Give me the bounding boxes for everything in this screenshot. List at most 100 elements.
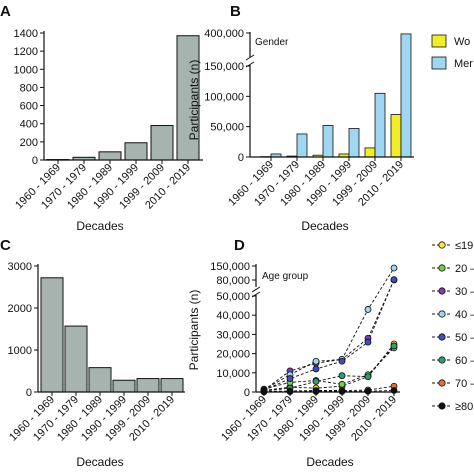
point-d-40-2010-2019: [390, 264, 398, 272]
point-d-60-1990-1999: [338, 372, 346, 380]
line-d-60: [263, 345, 395, 392]
point-d-60-2010-2019: [390, 342, 398, 350]
bar-c-1960-1969: [40, 277, 64, 393]
bar-a-1999-2009: [150, 125, 174, 161]
annotation-d: Age group: [262, 271, 309, 282]
ytick-label-b: 50,000: [210, 122, 244, 134]
bar-b-mer-1990-1999: [348, 128, 360, 158]
ytick-label-a: 800: [20, 82, 38, 94]
ytick-label-d: 20,000: [216, 349, 250, 361]
ytick-label-a: 1400: [14, 28, 38, 40]
x-axis-title-b: Decades: [301, 219, 348, 233]
line-d-19: [263, 343, 395, 391]
legend-label-d-30: 30 –: [455, 286, 474, 298]
legend-marker-d-80: [438, 402, 446, 410]
ytick-label-c: 0: [26, 387, 32, 399]
legend-label-b-mer: Mer: [454, 58, 473, 70]
ytick-label-d: 40,000: [216, 310, 250, 322]
ytick-label-a: 1200: [14, 46, 38, 58]
point-d-50-1999-2009: [364, 338, 372, 346]
ytick-label-d: 30,000: [216, 329, 250, 341]
panel-d: D 0 10,000 20,000 30,000 40,000 50,000 80,000 15…: [187, 237, 474, 469]
ytick-label-b: 100,000: [204, 91, 244, 103]
bar-c-1980-1989: [88, 367, 112, 393]
point-d-20-1990-1999: [338, 380, 346, 388]
ytick-label-c: 3000: [8, 261, 32, 273]
y-axis-title-b: Participants (n): [187, 60, 201, 141]
legend-label-d-50: 50 –: [455, 332, 474, 344]
bar-a-1990-1999: [124, 142, 148, 161]
line-d-20: [263, 347, 395, 390]
legend-marker-d-19: [438, 241, 446, 249]
ytick-label-d: 80,000: [216, 275, 250, 287]
legend-label-b-wo: Wo: [454, 36, 470, 48]
ytick-label-a: 1000: [14, 64, 38, 76]
bar-c-1999-2009: [136, 378, 160, 393]
legend-label-d-19: ≤19: [455, 240, 473, 252]
bar-a-1980-1989: [98, 151, 122, 161]
legend-marker-d-40: [438, 310, 446, 318]
bar-b-wo-2010-2019: [390, 114, 402, 158]
point-d-40-1980-1989: [312, 357, 320, 365]
ytick-label-a: 200: [20, 137, 38, 149]
x-axis-title-d: Decades: [306, 455, 353, 469]
ytick-label-a: 400: [20, 119, 38, 131]
line-d-50: [263, 279, 395, 391]
bar-c-2010-2019: [160, 378, 184, 393]
ytick-label-b: 400,000: [204, 28, 244, 40]
line-d-70: [263, 385, 395, 393]
point-d-60-1999-2009: [364, 373, 372, 381]
ytick-label-d: 0: [244, 387, 250, 399]
bar-b-wo-1999-2009: [364, 147, 376, 158]
ytick-label-c: 2000: [8, 303, 32, 315]
point-d-50-1980-1989: [312, 365, 320, 373]
legend-swatch-b-wo: [431, 34, 447, 48]
legend-label-d-80: ≥80: [455, 401, 473, 413]
ytick-label-d: 150,000: [210, 261, 250, 273]
ytick-label-d: 10,000: [216, 368, 250, 380]
legend-marker-d-30: [438, 287, 446, 295]
x-axis-title-a: Decades: [76, 219, 123, 233]
axis-break-d-1: [251, 286, 261, 293]
bar-c-1990-1999: [112, 379, 136, 393]
point-d-50-2010-2019: [390, 276, 398, 284]
bar-b-mer-1999-2009: [374, 92, 386, 158]
axis-break-b-1: [245, 54, 255, 61]
bar-b-mer-2010-2019: [400, 33, 412, 158]
bar-b-mer-1980-1989: [322, 125, 334, 158]
ytick-label-d: 50,000: [216, 291, 250, 303]
legend-marker-d-60: [438, 356, 446, 364]
ytick-label-b: 150,000: [204, 61, 244, 73]
legend-label-d-70: 70 –: [455, 378, 474, 390]
bar-c-1970-1979: [64, 325, 88, 393]
line-d-80: [263, 390, 395, 393]
panel-letter-c: C: [0, 237, 11, 254]
ytick-label-a: 0: [32, 155, 38, 167]
ytick-label-b: 0: [238, 152, 244, 164]
legend-label-d-60: 60 –: [455, 355, 474, 367]
annotation-b: Gender: [255, 37, 289, 48]
legend-marker-d-20: [438, 264, 446, 272]
ytick-label-c: 1000: [8, 345, 32, 357]
line-d-40: [263, 267, 395, 391]
bar-b-mer-1970-1979: [296, 133, 308, 158]
point-d-50-1990-1999: [338, 357, 346, 365]
legend-label-d-40: 40 –: [455, 309, 474, 321]
point-d-60-1980-1989: [312, 378, 320, 385]
panel-letter-b: B: [230, 3, 241, 20]
y-axis-title-d: Participants (n): [187, 290, 201, 371]
ytick-label-a: 600: [20, 101, 38, 113]
legend-marker-d-50: [438, 333, 446, 341]
point-d-40-1999-2009: [364, 306, 372, 313]
legend-label-d-20: 20 –: [455, 263, 474, 275]
panel-letter-d: D: [234, 237, 245, 254]
panel-letter-a: A: [0, 3, 11, 20]
x-axis-title-c: Decades: [76, 455, 123, 469]
legend-marker-d-70: [438, 379, 446, 387]
legend-swatch-b-mer: [431, 56, 447, 70]
line-d-30: [263, 279, 395, 391]
